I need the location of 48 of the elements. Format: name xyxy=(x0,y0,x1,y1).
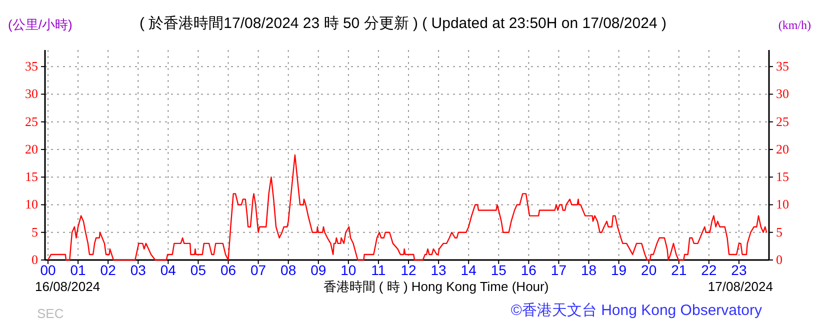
x-tick-label: 05 xyxy=(190,262,206,278)
y2-tick-label: 5 xyxy=(776,224,782,240)
y-tick-label: 20 xyxy=(25,141,38,156)
y-tick-label: 0 xyxy=(32,252,38,267)
x-tick-label: 03 xyxy=(130,262,146,278)
x-tick-label: 21 xyxy=(671,262,687,278)
y-tick-label: 15 xyxy=(25,169,38,184)
x-tick-label: 16 xyxy=(520,262,537,278)
y-tick-label: 25 xyxy=(25,114,38,129)
y2-tick-label: 0 xyxy=(776,252,782,267)
x-tick-label: 01 xyxy=(70,262,86,278)
x-tick-label: 19 xyxy=(611,262,627,278)
y2-axis-title: (km/h) xyxy=(778,18,811,32)
x-tick-label: 22 xyxy=(701,262,717,278)
y2-tick-label: 35 xyxy=(776,58,789,74)
chart-title: ( 於香港時間17/08/2024 23 時 50 分更新 ) ( Updated at 23:50H on 17/08/2024 ) xyxy=(140,15,666,32)
y2-tick-label: 10 xyxy=(776,196,789,212)
x-axis-title: 香港時間 ( 時 ) Hong Kong Time (Hour) xyxy=(323,279,549,294)
y-tick-label: 5 xyxy=(32,224,38,240)
y2-tick-label: 20 xyxy=(776,141,789,156)
y-tick-label: 10 xyxy=(25,196,38,212)
x-tick-label: 15 xyxy=(490,262,507,278)
x-tick-label: 11 xyxy=(371,262,386,278)
y2-tick-label: 30 xyxy=(776,86,789,102)
x-tick-label: 17 xyxy=(550,262,567,278)
x-tick-label: 07 xyxy=(250,262,266,278)
y2-tick-label: 15 xyxy=(776,169,789,184)
x-tick-label: 04 xyxy=(160,262,176,278)
x-tick-label: 14 xyxy=(460,262,477,278)
text: 17/08/2024 xyxy=(708,279,773,294)
text: SEC xyxy=(37,306,64,321)
x-tick-label: 09 xyxy=(310,262,326,278)
x-tick-label: 12 xyxy=(400,262,416,278)
y-axis-title: (公里/小時) xyxy=(8,17,72,32)
x-tick-label: 13 xyxy=(430,262,447,278)
x-tick-label: 02 xyxy=(100,262,116,278)
x-tick-label: 08 xyxy=(280,262,296,278)
x-tick-label: 20 xyxy=(641,262,657,278)
x-tick-label: 06 xyxy=(220,262,236,278)
x-tick-label: 23 xyxy=(731,262,747,278)
x-tick-label: 18 xyxy=(580,262,597,278)
x-tick-label: 00 xyxy=(40,262,56,278)
text: ©香港天文台 Hong Kong Observatory xyxy=(510,302,762,319)
y2-tick-label: 25 xyxy=(776,114,789,129)
y-tick-label: 30 xyxy=(25,86,38,102)
x-tick-label: 10 xyxy=(340,262,356,278)
text: 16/08/2024 xyxy=(35,279,100,294)
y-tick-label: 35 xyxy=(25,58,38,74)
